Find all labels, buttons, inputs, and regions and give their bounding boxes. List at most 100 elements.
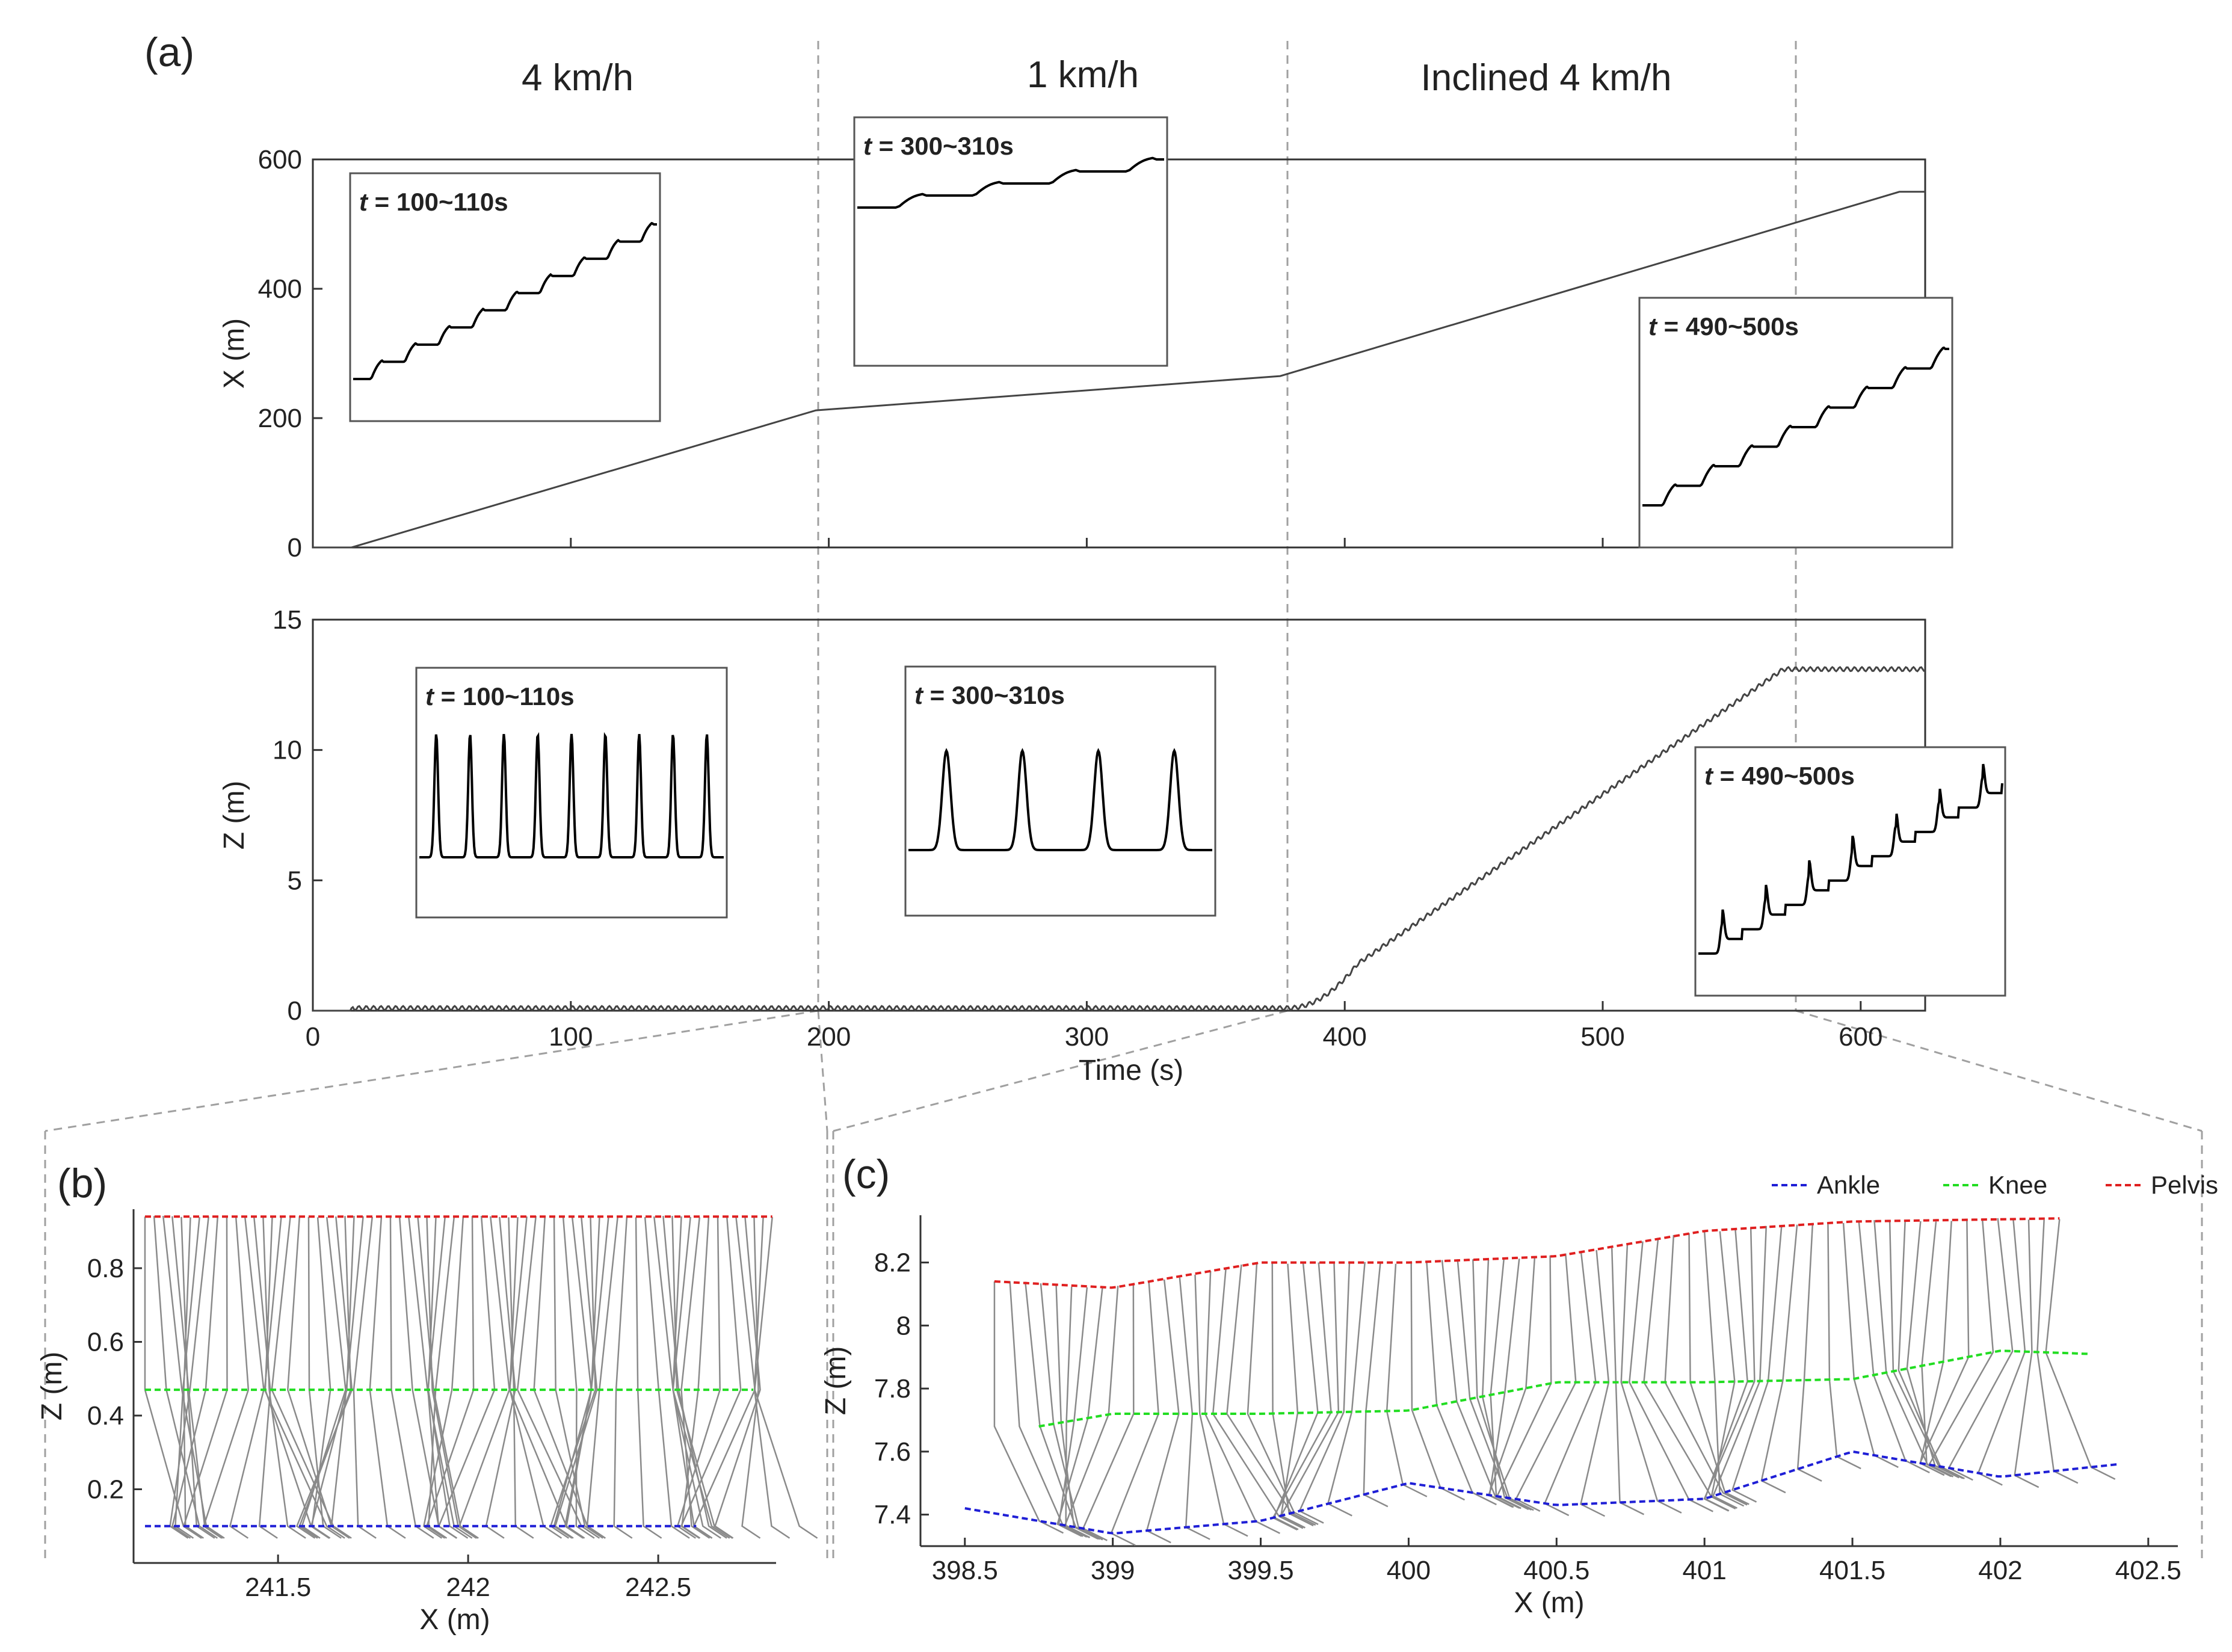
stick-leg — [714, 1216, 761, 1539]
xtick-label-c: 401.5 — [1819, 1556, 1885, 1585]
stick-leg — [635, 1217, 662, 1539]
stick-leg — [369, 1217, 406, 1539]
stick-leg — [553, 1216, 603, 1539]
ytick-label-c: 7.8 — [874, 1374, 911, 1404]
ytick-label-b: 0.2 — [87, 1475, 124, 1505]
stick-leg — [1827, 1224, 1861, 1470]
stick-leg — [1273, 1263, 1319, 1530]
stick-leg — [564, 1217, 592, 1539]
inset-t-symbol: t — [359, 188, 369, 216]
panel-label-b: (b) — [57, 1160, 107, 1206]
zoom-connector-c-right — [1795, 1009, 2203, 1132]
panel-label-c: (c) — [842, 1151, 890, 1197]
xtick-label-a-bottom: 400 — [1322, 1022, 1366, 1052]
stick-leg — [1488, 1259, 1520, 1508]
stick-leg — [307, 1216, 342, 1539]
stick-leg — [2014, 1219, 2039, 1488]
trajectory-ankle-c — [964, 1450, 2119, 1535]
xlabel-b: X (m) — [419, 1604, 490, 1636]
stick-leg — [1898, 1220, 1965, 1479]
stick-leg — [253, 1217, 278, 1539]
inset-range: = 100~110s — [368, 188, 508, 216]
stick-leg — [1544, 1251, 1597, 1517]
zoom-connector-b-right — [817, 1010, 828, 1132]
stick-leg — [671, 1216, 733, 1539]
ytick-label-c: 8.2 — [874, 1248, 911, 1278]
inset-t-symbol: t — [1648, 312, 1658, 341]
stick-leg — [1212, 1267, 1304, 1529]
zoom-connector-c-left — [833, 1009, 1288, 1132]
stick-leg — [353, 1216, 377, 1539]
xtick-label-b: 242.5 — [625, 1573, 691, 1602]
stick-figures-c — [993, 1218, 2116, 1546]
stick-leg — [754, 1216, 818, 1539]
stick-leg — [427, 1216, 469, 1539]
segment-label-1kmh: 1 km/h — [1027, 54, 1139, 96]
ytick-label-c: 7.6 — [874, 1437, 911, 1467]
stick-leg — [644, 1217, 690, 1539]
stick-leg — [1760, 1224, 1798, 1494]
ylabel-b: Z (m) — [36, 1352, 68, 1421]
stick-leg — [1179, 1277, 1210, 1540]
stick-leg — [1873, 1220, 1952, 1478]
xtick-label-c: 399 — [1091, 1556, 1135, 1585]
trajectory-pelvis-c — [994, 1217, 2060, 1289]
stick-leg — [437, 1215, 496, 1539]
stick-leg — [407, 1216, 473, 1539]
xtick-label-a-bottom: 600 — [1839, 1022, 1882, 1052]
stick-leg — [676, 1216, 721, 1539]
stick-leg — [171, 1216, 219, 1539]
stick-leg — [680, 1216, 742, 1539]
stick-leg — [153, 1216, 218, 1539]
stick-leg — [1272, 1262, 1332, 1530]
inset-waveform — [1642, 346, 1949, 507]
stick-leg — [566, 1215, 609, 1539]
stick-leg — [680, 1217, 711, 1539]
segment-label-inclined: Inclined 4 km/h — [1421, 57, 1672, 99]
stick-leg — [1977, 1218, 2026, 1486]
stick-leg — [1441, 1260, 1520, 1509]
series-line-X — [313, 191, 1925, 549]
stick-leg — [1919, 1219, 1970, 1476]
stick-leg — [753, 1217, 791, 1539]
inset-title: t = 100~110s — [359, 188, 508, 216]
inset-title: t = 100~110s — [425, 682, 575, 710]
stick-leg — [2045, 1219, 2116, 1480]
inset-t-symbol: t — [863, 132, 873, 160]
stick-leg — [1842, 1222, 1899, 1469]
inset-range: = 490~500s — [1657, 312, 1799, 341]
inset-frame — [1638, 297, 1953, 549]
stick-leg — [1386, 1263, 1428, 1497]
stick-figures-b — [144, 1215, 818, 1539]
stick-leg — [162, 1215, 225, 1539]
xtick-label-b: 241.5 — [245, 1573, 311, 1602]
xtick-label-a-bottom: 0 — [306, 1022, 320, 1052]
inset-waveform — [353, 221, 657, 380]
stick-leg — [1710, 1231, 1736, 1509]
legend-label-pelvis: Pelvis — [2151, 1171, 2218, 1199]
ylabel-a-top: X (m) — [218, 318, 250, 389]
stick-leg — [1327, 1262, 1366, 1517]
xlabel-a-bottom: Time (s) — [1079, 1055, 1183, 1086]
stick-leg — [1487, 1257, 1536, 1508]
ylabel-a-bottom: Z (m) — [218, 781, 250, 850]
inset-range: = 100~110s — [434, 682, 575, 710]
panel-label-a: (a) — [144, 29, 194, 75]
inset-range: = 300~310s — [923, 681, 1065, 709]
stick-leg — [1145, 1279, 1180, 1544]
stick-leg — [553, 1216, 600, 1539]
xtick-label-a-bottom: 200 — [807, 1022, 851, 1052]
legend-label-knee: Knee — [1988, 1171, 2047, 1199]
stick-leg — [389, 1217, 434, 1539]
inset-frame — [853, 116, 1168, 367]
stick-leg — [1363, 1263, 1389, 1508]
xtick-label-c: 400.5 — [1523, 1556, 1589, 1585]
stick-leg — [1906, 1221, 1959, 1479]
inset-range: = 300~310s — [872, 132, 1014, 160]
stick-leg — [1271, 1263, 1314, 1527]
stick-leg — [1611, 1248, 1645, 1515]
stick-leg — [1496, 1255, 1552, 1509]
stick-leg — [1928, 1218, 1994, 1478]
segment-label-4kmh: 4 km/h — [522, 57, 634, 99]
